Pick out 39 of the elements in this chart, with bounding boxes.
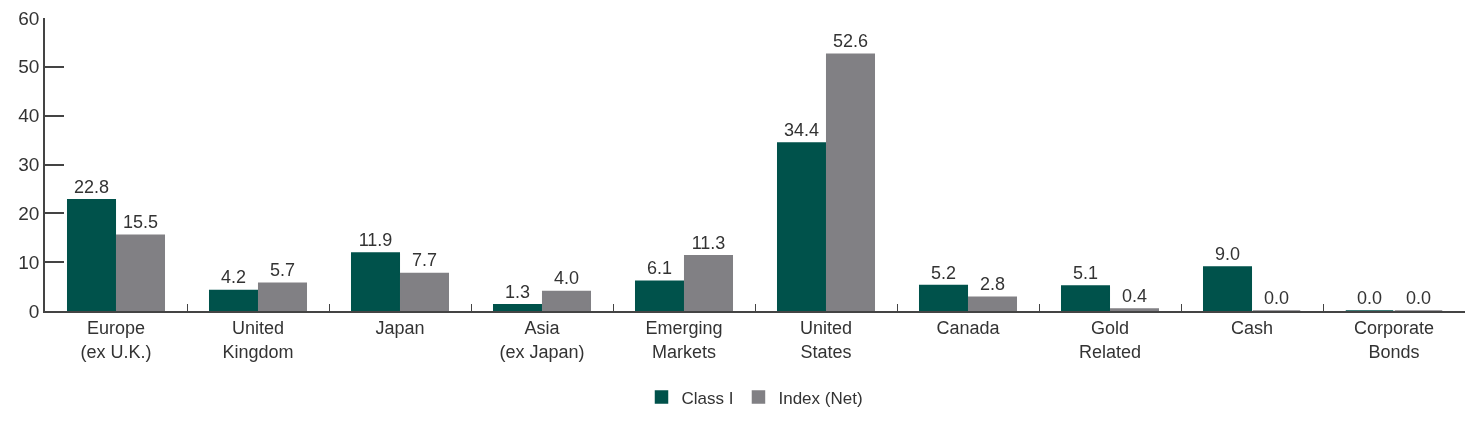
y-tick-label: 0 (28, 300, 40, 322)
y-tick-label: 10 (18, 251, 40, 273)
x-tick-label: Gold Related (1078, 318, 1142, 362)
data-label: 34.4 (783, 120, 820, 141)
y-tick-label: 30 (18, 154, 40, 176)
data-label: 5.1 (1072, 263, 1099, 284)
y-tick-label: 40 (18, 105, 40, 127)
x-tick-label: Asia (ex Japan) (499, 318, 585, 362)
data-label: 4.2 (220, 267, 247, 288)
data-label: 5.2 (930, 262, 957, 283)
data-label: 4.0 (553, 268, 580, 289)
data-label: 11.3 (691, 232, 726, 253)
y-tick-label: 20 (18, 202, 40, 224)
x-tick-label: Japan (375, 318, 425, 339)
data-label: 0.0 (1263, 288, 1290, 308)
legend-label: Index (Net) (778, 388, 863, 408)
data-label: 9.0 (1214, 244, 1241, 265)
data-label: 11.9 (358, 229, 393, 250)
data-label: 7.7 (411, 250, 438, 271)
data-label: 0.4 (1121, 286, 1148, 307)
y-tick-label: 60 (18, 7, 40, 29)
x-tick-label: Europe (ex U.K.) (80, 318, 152, 362)
x-tick-label: United States (799, 318, 853, 362)
x-tick-label: United Kingdom (222, 318, 294, 362)
x-tick-label: Emerging Markets (645, 318, 723, 362)
data-label: 0.0 (1356, 288, 1383, 308)
data-label: 0.0 (1405, 288, 1432, 308)
data-label: 22.8 (73, 176, 110, 197)
legend-label: Class I (681, 388, 734, 408)
data-label: 6.1 (646, 258, 673, 279)
y-tick-label: 50 (18, 56, 40, 78)
data-label: 1.3 (504, 281, 531, 302)
data-label: 5.7 (269, 260, 296, 281)
x-tick-label: Corporate Bonds (1353, 318, 1435, 362)
x-tick-label: Cash (1230, 318, 1274, 339)
data-label: 52.6 (832, 31, 869, 52)
data-label: 15.5 (122, 212, 159, 233)
data-label: 2.8 (979, 274, 1006, 295)
x-tick-label: Canada (936, 318, 1001, 339)
